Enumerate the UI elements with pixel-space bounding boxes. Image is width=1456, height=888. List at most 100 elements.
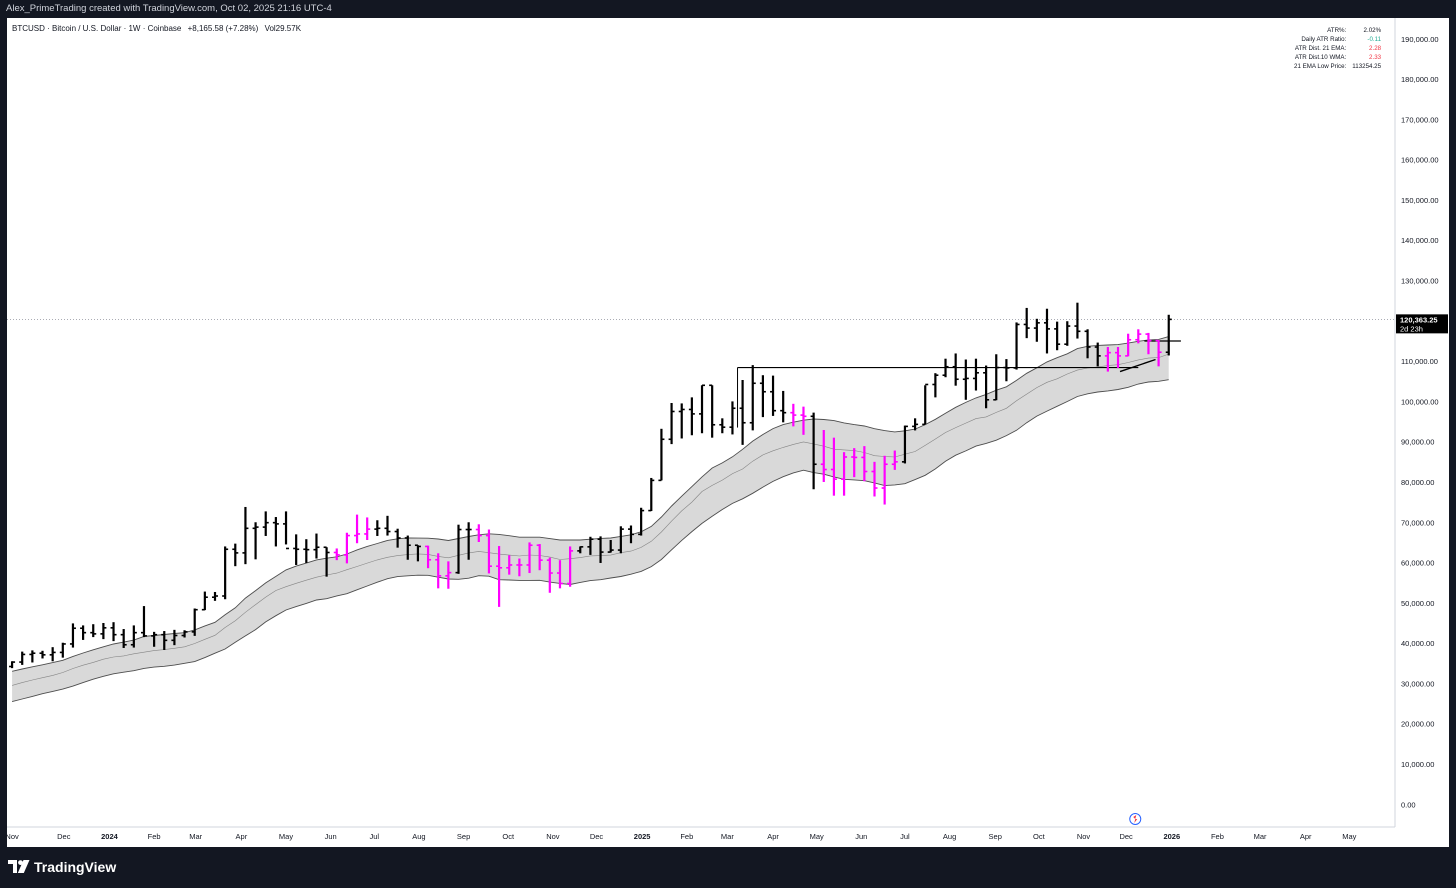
time-axis-label: Dec: [1119, 832, 1133, 841]
ohlc-bar: [800, 406, 807, 435]
atr-label: ATR Dist. 21 EMA:: [1294, 45, 1347, 52]
ohlc-bar: [993, 354, 1000, 401]
price-chart[interactable]: 0.00 10,000.00 20,000.00 30,000.00 40,000.00…: [7, 18, 1449, 847]
ohlc-bar: [211, 591, 218, 601]
time-axis-label: Mar: [1254, 832, 1267, 841]
ohlc-bar: [333, 548, 340, 561]
ohlc-bar: [130, 625, 137, 648]
ohlc-bar: [1104, 347, 1111, 372]
price-axis-label: 180,000.00: [1401, 75, 1439, 84]
footer-bar: TradingView: [0, 847, 1456, 888]
event-marker-icon: [1129, 813, 1142, 825]
atr-row: ATR Dist. 21 EMA: 2.28: [1291, 44, 1384, 53]
ohlc-bar: [861, 446, 868, 482]
ohlc-bar: [1125, 333, 1132, 357]
ohlc-bar: [739, 380, 746, 445]
price-axis-label: 80,000.00: [1401, 478, 1434, 487]
time-axis-label: Nov: [1077, 832, 1091, 841]
ohlc-bar: [546, 557, 553, 593]
time-axis-label: Jun: [325, 832, 337, 841]
atr-label: ATR%:: [1327, 27, 1347, 34]
ohlc-bar: [617, 526, 624, 554]
volume-value: Vol29.57K: [264, 24, 302, 33]
ohlc-bar: [262, 511, 269, 536]
ohlc-bar: [222, 546, 229, 600]
time-axis-label: Jul: [369, 832, 379, 841]
ohlc-bar: [1054, 321, 1061, 351]
atr-value: 2.02%: [1363, 27, 1382, 34]
ohlc-bars: [9, 302, 1172, 669]
ohlc-bar: [455, 524, 462, 574]
time-axis-label: Aug: [943, 832, 956, 841]
ohlc-bar: [648, 477, 655, 512]
bar-countdown: 2d 23h: [1400, 324, 1423, 333]
price-axis-label: 0.00: [1401, 800, 1416, 809]
time-axis-label: Aug: [412, 832, 425, 841]
ohlc-bar: [901, 425, 908, 464]
ohlc-bar: [830, 437, 837, 496]
ohlc-bar: [841, 452, 848, 496]
ohlc-bar: [567, 546, 574, 587]
symbol-title[interactable]: BTCUSD · Bitcoin / U.S. Dollar · 1W · Co…: [12, 24, 182, 33]
ohlc-bar: [425, 545, 432, 569]
ohlc-bar: [496, 546, 503, 607]
time-axis-label: Nov: [546, 832, 560, 841]
time-axis-label: 2024: [101, 832, 119, 841]
ohlc-bar: [414, 544, 421, 562]
ohlc-bar: [678, 403, 685, 439]
ohlc-bar: [201, 591, 208, 611]
time-axis-label: Apr: [767, 832, 779, 841]
chart-legend: BTCUSD · Bitcoin / U.S. Dollar · 1W · Co…: [12, 24, 305, 33]
ohlc-bar: [39, 650, 46, 659]
ohlc-bar: [952, 353, 959, 386]
ohlc-bar: [922, 383, 929, 426]
atr-value: 113254.25: [1352, 63, 1382, 70]
ohlc-bar: [709, 384, 716, 438]
chart-frame[interactable]: 0.00 10,000.00 20,000.00 30,000.00 40,000.00…: [7, 18, 1449, 847]
price-axis-label: 160,000.00: [1401, 156, 1439, 165]
time-axis-label: Feb: [148, 832, 161, 841]
ohlc-bar: [161, 631, 168, 650]
time-axis-label: Sep: [457, 832, 470, 841]
time-axis-label: Oct: [1033, 832, 1046, 841]
snapshot-caption-bar: Alex_PrimeTrading created with TradingVi…: [0, 0, 1456, 18]
ohlc-bar: [323, 546, 330, 577]
ohlc-bar: [699, 384, 706, 434]
atr-label: ATR Dist.10 WMA:: [1294, 54, 1347, 61]
atr-row: 21 EMA Low Price: 113254.25: [1291, 62, 1384, 71]
time-axis-label: Jul: [900, 832, 910, 841]
ohlc-bar: [638, 507, 645, 536]
ohlc-bar: [80, 625, 87, 640]
ohlc-bar: [272, 517, 279, 547]
ohlc-bar: [354, 514, 361, 544]
ohlc-bar: [1084, 329, 1091, 359]
ohlc-bar: [59, 642, 66, 658]
ohlc-bar: [759, 375, 766, 418]
ohlc-bar: [394, 528, 401, 548]
atr-value: -0.11: [1367, 36, 1382, 43]
ohlc-bar: [465, 522, 472, 560]
price-axis-label: 190,000.00: [1401, 35, 1439, 44]
ohlc-bar: [110, 622, 117, 642]
ohlc-bar: [983, 365, 990, 409]
time-axis-label: Apr: [236, 832, 248, 841]
ohlc-bar: [252, 522, 259, 560]
ohlc-bar: [49, 647, 56, 662]
ohlc-bar: [364, 517, 371, 540]
price-axis-label: 10,000.00: [1401, 760, 1434, 769]
trendline: [1119, 358, 1156, 373]
time-axis-label: Nov: [7, 832, 19, 841]
ohlc-bar: [506, 555, 513, 575]
atr-row: ATR%: 2.02%: [1291, 26, 1384, 35]
ohlc-bar: [181, 630, 188, 638]
tradingview-logo-icon: [8, 860, 30, 873]
ohlc-bar: [191, 608, 198, 636]
ema-band-fill: [12, 336, 1169, 702]
price-axis-label: 60,000.00: [1401, 559, 1434, 568]
time-axis-label: Dec: [590, 832, 604, 841]
ohlc-bar: [1064, 321, 1071, 346]
ohlc-bar: [435, 553, 442, 589]
last-price-value: 120,363.25: [1400, 315, 1438, 324]
time-axis-label: Dec: [57, 832, 71, 841]
price-axis-label: 70,000.00: [1401, 518, 1434, 527]
